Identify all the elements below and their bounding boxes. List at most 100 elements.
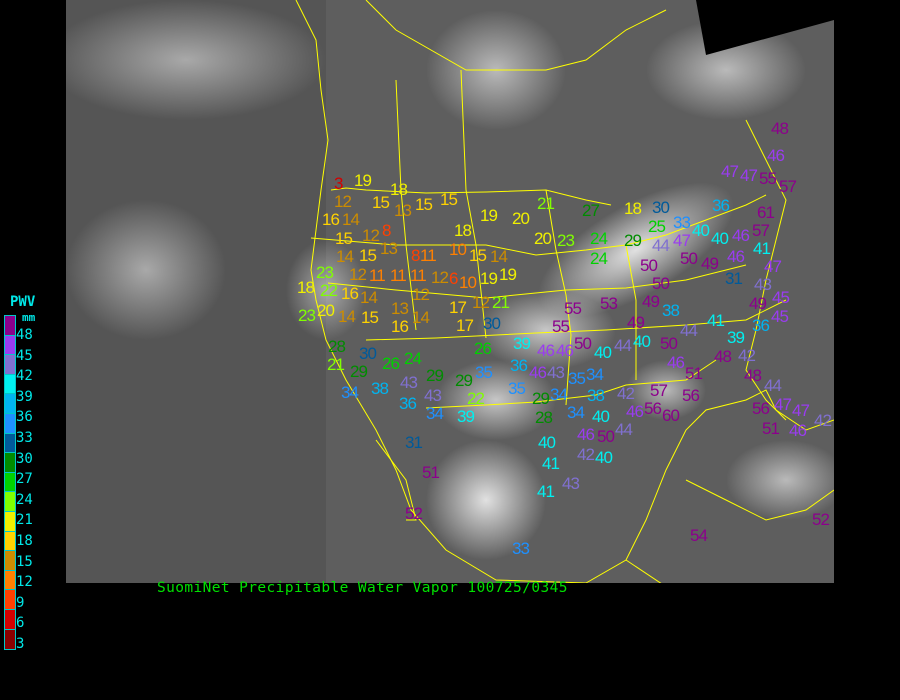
legend-swatch xyxy=(5,413,15,434)
station-pwv-value: 55 xyxy=(552,317,570,336)
station-pwv-value: 19 xyxy=(480,269,498,288)
station-pwv-value: 19 xyxy=(354,171,372,190)
station-pwv-value: 27 xyxy=(582,201,600,220)
station-pwv-value: 51 xyxy=(685,364,703,383)
station-pwv-value: 19 xyxy=(499,265,517,284)
station-pwv-value: 33 xyxy=(673,213,691,232)
station-pwv-value: 43 xyxy=(424,386,442,405)
station-pwv-value: 45 xyxy=(771,307,789,326)
station-pwv-value: 50 xyxy=(680,249,698,268)
station-pwv-value: 46 xyxy=(789,421,807,440)
station-pwv-value: 51 xyxy=(762,419,780,438)
station-pwv-value: 12 xyxy=(334,192,352,211)
legend-label: 3 xyxy=(16,636,25,652)
station-pwv-value: 34 xyxy=(586,365,604,384)
station-pwv-value: 52 xyxy=(405,504,423,523)
legend-swatch xyxy=(5,316,15,336)
legend-swatch xyxy=(5,492,15,512)
station-pwv-value: 44 xyxy=(652,236,670,255)
station-pwv-value: 23 xyxy=(298,306,316,325)
station-pwv-value: 15 xyxy=(415,195,433,214)
station-pwv-value: 49 xyxy=(701,254,719,273)
station-pwv-value: 57 xyxy=(650,381,668,400)
station-pwv-value: 43 xyxy=(400,373,418,392)
station-pwv-value: 46 xyxy=(732,226,750,245)
station-pwv-value: 56 xyxy=(682,386,700,405)
station-pwv-value: 17 xyxy=(456,316,474,335)
station-pwv-value: 12 xyxy=(431,268,449,287)
station-pwv-value: 50 xyxy=(660,334,678,353)
station-pwv-value: 40 xyxy=(538,433,556,452)
station-pwv-value: 11 xyxy=(369,266,386,285)
station-pwv-value: 42 xyxy=(738,346,756,365)
station-pwv-value: 48 xyxy=(714,347,732,366)
station-pwv-value: 47 xyxy=(792,401,810,420)
station-pwv-value: 41 xyxy=(537,482,555,501)
station-pwv-value: 38 xyxy=(371,379,389,398)
legend-label: 30 xyxy=(16,450,33,467)
station-pwv-value: 55 xyxy=(759,169,777,188)
station-pwv-value: 40 xyxy=(692,221,710,240)
station-pwv-value: 6 xyxy=(449,269,459,288)
station-pwv-value: 46 xyxy=(577,425,595,444)
station-pwv-value: 34 xyxy=(426,404,444,423)
station-pwv-value: 20 xyxy=(534,229,552,248)
legend-label: 18 xyxy=(16,533,33,549)
station-pwv-value: 29 xyxy=(426,366,444,385)
station-pwv-value: 44 xyxy=(614,336,632,355)
station-pwv-value: 46 xyxy=(529,363,547,382)
station-pwv-value: 48 xyxy=(744,366,762,385)
station-pwv-value: 23 xyxy=(316,263,334,282)
legend-swatch xyxy=(5,374,15,395)
station-pwv-value: 14 xyxy=(342,210,360,229)
station-pwv-value: 8 xyxy=(382,221,392,240)
station-pwv-value: 50 xyxy=(597,427,615,446)
station-pwv-value: 41 xyxy=(542,454,560,473)
station-pwv-value: 8 xyxy=(411,246,421,265)
legend-label: 45 xyxy=(16,347,33,364)
station-pwv-value: 30 xyxy=(652,198,670,217)
station-pwv-value: 15 xyxy=(335,229,353,248)
station-pwv-value: 47 xyxy=(740,166,758,185)
station-pwv-value: 34 xyxy=(550,385,568,404)
station-pwv-value: 14 xyxy=(490,247,508,266)
legend-swatch xyxy=(5,570,15,591)
station-pwv-value: 39 xyxy=(513,334,531,353)
station-pwv-value: 21 xyxy=(537,194,555,213)
legend-swatch xyxy=(5,629,15,650)
station-pwv-value: 20 xyxy=(317,301,335,320)
station-pwv-value: 48 xyxy=(771,119,789,138)
station-pwv-value: 31 xyxy=(725,269,743,288)
station-pwv-value: 23 xyxy=(557,231,575,250)
station-pwv-value: 29 xyxy=(350,362,368,381)
station-pwv-value: 49 xyxy=(642,292,660,311)
legend-label: 42 xyxy=(16,368,33,385)
station-pwv-value: 15 xyxy=(469,246,487,265)
station-pwv-value: 29 xyxy=(532,389,550,408)
station-pwv-value: 55 xyxy=(564,299,582,318)
station-pwv-value: 16 xyxy=(341,284,359,303)
station-pwv-value: 49 xyxy=(627,313,645,332)
station-pwv-value: 46 xyxy=(727,247,745,266)
legend-label: 24 xyxy=(16,491,33,508)
legend-label: 48 xyxy=(16,327,33,343)
station-pwv-value: 61 xyxy=(757,203,775,222)
legend-swatch xyxy=(5,453,15,473)
legend-swatch xyxy=(5,590,15,610)
station-pwv-value: 46 xyxy=(767,146,785,165)
station-pwv-value: 11 xyxy=(410,266,427,285)
station-pwv-value: 17 xyxy=(449,298,467,317)
station-pwv-value: 19 xyxy=(480,206,498,225)
station-pwv-value: 12 xyxy=(362,226,380,245)
station-pwv-value: 50 xyxy=(574,334,592,353)
station-pwv-value: 47 xyxy=(673,231,691,250)
station-pwv-value: 13 xyxy=(394,201,412,220)
station-pwv-value: 12 xyxy=(472,293,490,312)
station-pwv-value: 46 xyxy=(667,353,685,372)
station-pwv-value: 3 xyxy=(334,174,344,193)
station-pwv-value: 51 xyxy=(422,463,440,482)
station-pwv-value: 18 xyxy=(454,221,472,240)
legend-swatch xyxy=(5,335,15,356)
legend-label: 15 xyxy=(16,553,33,570)
